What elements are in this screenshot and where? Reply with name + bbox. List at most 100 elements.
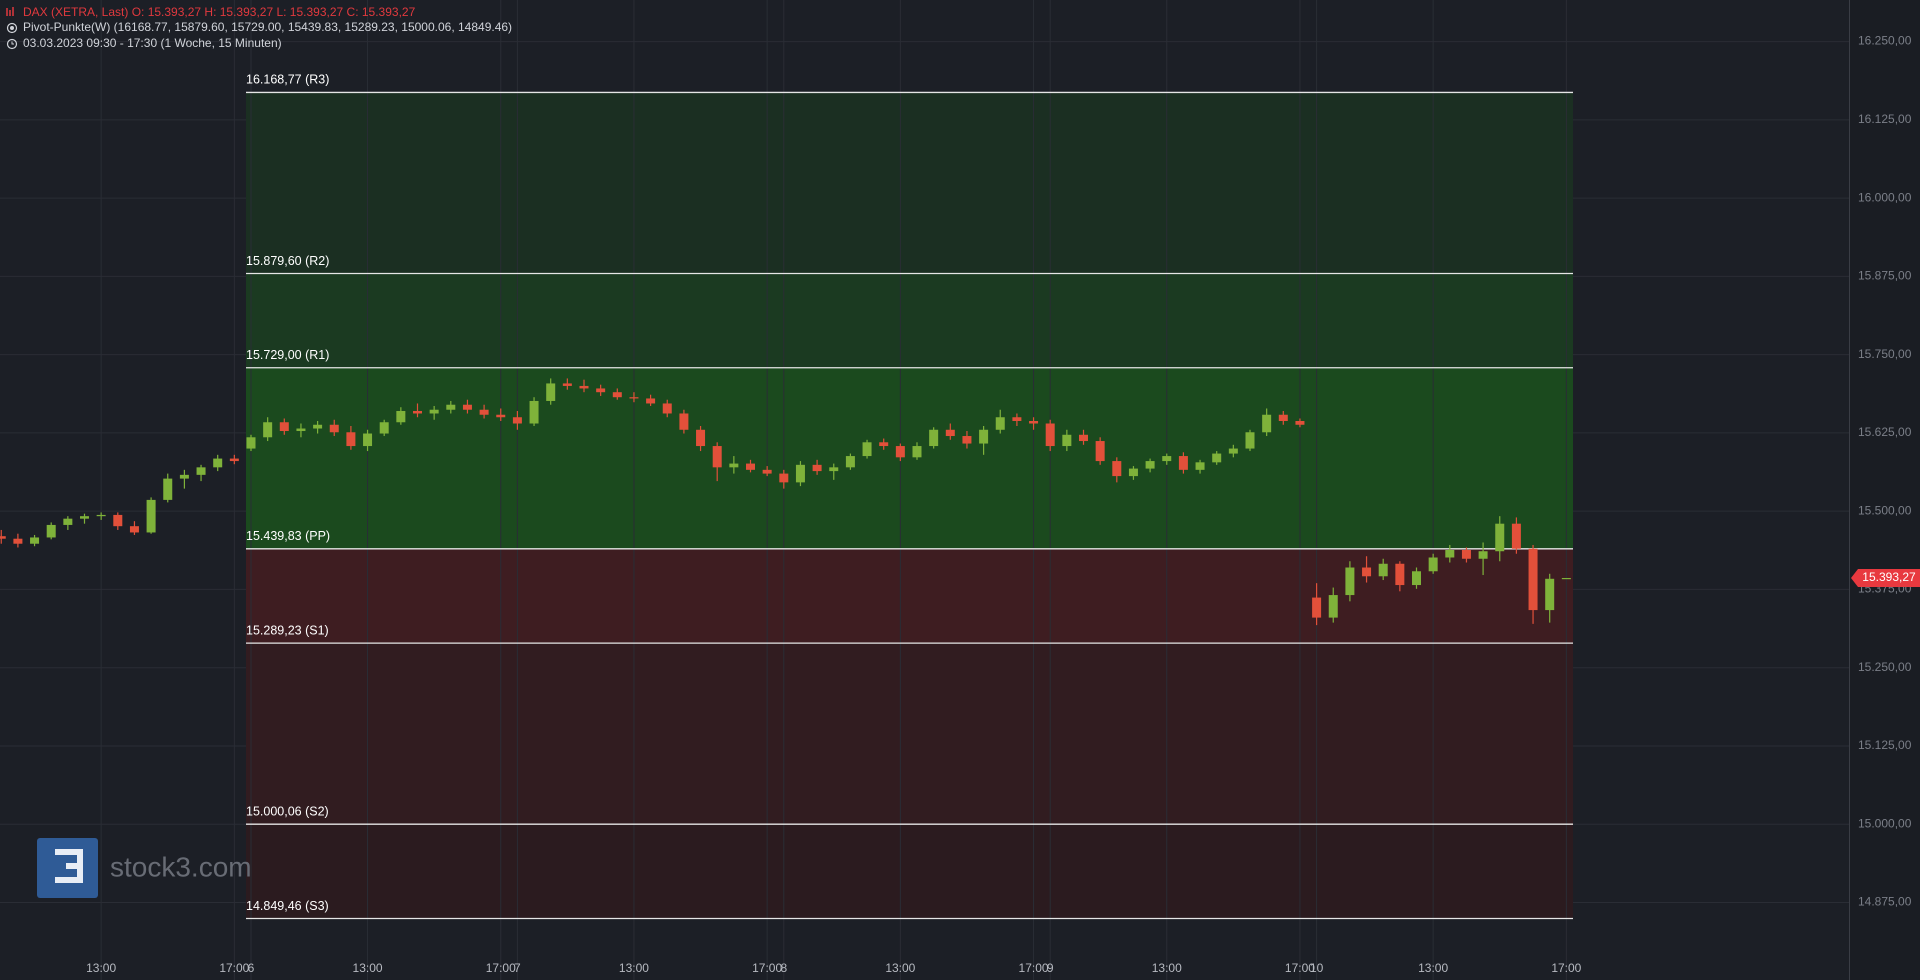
candle-body (396, 410, 406, 423)
y-tick-label: 14.875,00 (1858, 895, 1912, 909)
pivot-label: 15.000,06 (S2) (246, 804, 329, 818)
pivot-zone (246, 824, 1573, 919)
candle-body (1045, 423, 1055, 447)
candle-body (1262, 414, 1272, 433)
header-instrument: DAX (XETRA, Last) O: 15.393,27 H: 15.393… (23, 5, 416, 19)
candle-body (1295, 421, 1305, 425)
candle-body (629, 397, 639, 399)
candle-body (1328, 595, 1338, 618)
candle-body (96, 514, 106, 517)
x-tick-label: 17:00 (486, 961, 516, 975)
pivot-label: 15.289,23 (S1) (246, 623, 329, 637)
candle-body (1445, 549, 1455, 558)
candle-body (912, 446, 922, 458)
candle-body (329, 424, 339, 433)
candle-body (63, 518, 73, 525)
overlay: DAX (XETRA, Last) O: 15.393,27 H: 15.393… (6, 5, 512, 898)
x-tick-label: 8 (780, 961, 787, 975)
candle-body (1561, 577, 1571, 580)
x-tick-label: 6 (248, 961, 255, 975)
candle-body (462, 404, 472, 410)
x-tick-label: 7 (514, 961, 521, 975)
y-tick-label: 16.000,00 (1858, 190, 1912, 204)
pivot-label: 14.849,46 (S3) (246, 899, 329, 913)
last-price-tag (1851, 568, 1920, 587)
logo-mark (55, 849, 83, 883)
candle-body (712, 446, 722, 468)
x-tick-label: 17:00 (752, 961, 782, 975)
candle-body (1345, 567, 1355, 596)
pivot-label: 15.879,60 (R2) (246, 254, 329, 268)
candle-body (179, 474, 189, 479)
last-price-label: 15.393,27 (1862, 570, 1916, 584)
candle-body (779, 473, 789, 483)
candle-body (1212, 453, 1222, 463)
plot-area (0, 0, 1849, 980)
candle-body (1362, 567, 1372, 577)
candle-body (512, 417, 522, 424)
watermark: stock3.com (110, 851, 252, 882)
clock-icon (6, 38, 18, 50)
candle-body (196, 467, 206, 475)
indicator-icon-dot (10, 26, 14, 30)
candle-body (13, 538, 23, 544)
candle-body (646, 398, 656, 404)
x-tick-label: 13:00 (1152, 961, 1182, 975)
candle-body (529, 400, 539, 424)
y-tick-label: 15.750,00 (1858, 347, 1912, 361)
candle-body (895, 446, 905, 458)
candle-body (995, 417, 1005, 430)
candle-body (596, 388, 606, 393)
candle-body (696, 429, 706, 447)
y-tick-label: 15.625,00 (1858, 425, 1912, 439)
candle-body (729, 463, 739, 468)
candle-body (246, 437, 256, 449)
candle-body (229, 458, 239, 462)
candle-body (46, 524, 56, 538)
x-tick-label: 13:00 (619, 961, 649, 975)
pivot-zone (246, 548, 1573, 644)
candle-body (829, 467, 839, 472)
candle-body (1528, 548, 1538, 611)
candle-body (945, 429, 955, 437)
candle-body (612, 392, 622, 398)
candle-body (1195, 462, 1205, 470)
candle-body (1228, 448, 1238, 454)
candle-body (146, 499, 156, 533)
candle-body (346, 432, 356, 447)
candle-body (1062, 434, 1072, 447)
candle-body (1029, 421, 1039, 424)
candle-body (1245, 432, 1255, 449)
x-tick-label: 13:00 (885, 961, 915, 975)
candle-body (662, 403, 672, 414)
candle-body (1378, 563, 1388, 577)
pivot-zone (246, 92, 1573, 274)
candle-body (1312, 597, 1322, 618)
candle-body (0, 536, 6, 539)
candle-body (213, 458, 223, 468)
candle-body (979, 429, 989, 444)
pivot-zone (246, 643, 1573, 825)
candle-body (113, 514, 123, 527)
candle-body (1162, 456, 1172, 462)
candle-body (1545, 578, 1555, 611)
candle-body (1012, 417, 1022, 422)
candle-body (313, 424, 323, 429)
candle-body (1495, 523, 1505, 552)
candle-body (496, 414, 506, 418)
y-tick-label: 15.250,00 (1858, 660, 1912, 674)
x-tick-label: 10 (1310, 961, 1324, 975)
chart-icon (6, 7, 14, 16)
candle-body (562, 383, 572, 386)
candle-body (1412, 571, 1421, 586)
candle-body (962, 436, 972, 444)
candle-body (296, 428, 306, 432)
candle-body (263, 422, 273, 438)
candle-body (1478, 551, 1488, 559)
candle-body (1079, 434, 1088, 442)
clock-hands (11, 41, 14, 45)
candle-body (1278, 414, 1288, 422)
header-indicator: Pivot-Punkte(W) (16168.77, 15879.60, 157… (23, 20, 512, 34)
x-tick-label: 13:00 (353, 961, 383, 975)
